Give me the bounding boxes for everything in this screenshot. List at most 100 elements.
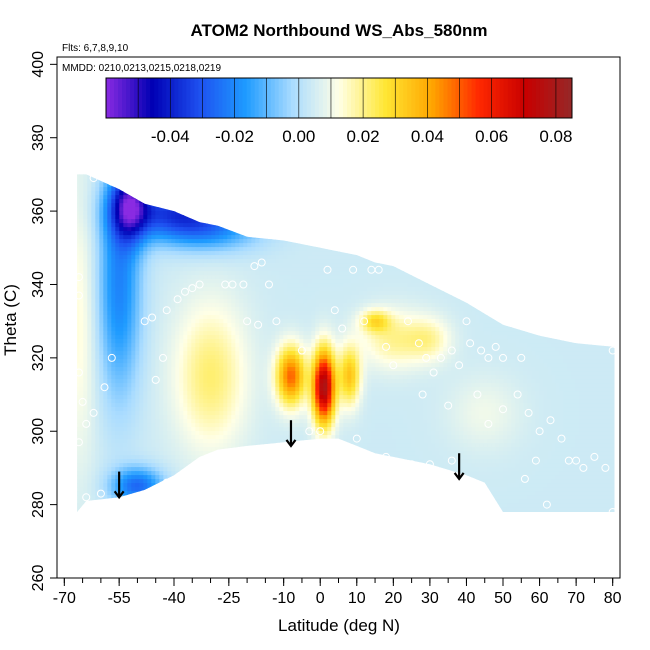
heatmap-cell <box>323 267 328 272</box>
heatmap-cell <box>499 167 504 172</box>
heatmap-cell <box>123 307 128 312</box>
heatmap-cell <box>77 174 80 176</box>
heatmap-cell <box>439 311 444 316</box>
heatmap-cell <box>135 183 140 188</box>
heatmap-cell <box>359 231 364 236</box>
heatmap-cell <box>511 299 516 304</box>
heatmap-cell <box>559 191 564 196</box>
heatmap-cell <box>351 207 356 212</box>
heatmap-cell <box>411 215 416 220</box>
heatmap-cell <box>143 295 148 300</box>
heatmap-cell <box>107 247 112 252</box>
heatmap-cell <box>219 271 224 276</box>
heatmap-cell <box>191 219 196 224</box>
heatmap-cell <box>179 219 184 224</box>
heatmap-cell <box>587 179 592 184</box>
heatmap-cell <box>99 219 104 224</box>
heatmap-cell <box>87 211 92 216</box>
heatmap-cell <box>299 207 304 212</box>
flights-annotation: Flts: 6,7,8,9,10 <box>62 43 129 54</box>
heatmap-cell <box>319 279 324 284</box>
heatmap-cell <box>599 251 604 256</box>
heatmap-cell <box>455 255 460 260</box>
heatmap-cell <box>527 179 532 184</box>
heatmap-cell <box>459 179 464 184</box>
heatmap-cell <box>447 307 452 312</box>
heatmap-cell <box>323 179 328 184</box>
heatmap-cell <box>447 187 452 192</box>
heatmap-cell <box>355 283 360 288</box>
heatmap-cell <box>327 207 332 212</box>
heatmap-cell <box>363 243 368 248</box>
heatmap-cell <box>539 187 544 192</box>
heatmap-cell <box>507 243 512 248</box>
heatmap-cell <box>387 311 392 316</box>
heatmap-cell <box>239 251 244 256</box>
heatmap-cell <box>335 191 340 196</box>
heatmap-cell <box>87 175 92 180</box>
heatmap-cell <box>499 191 504 196</box>
heatmap-cell <box>555 179 560 184</box>
heatmap-cell <box>495 279 500 284</box>
heatmap-cell <box>223 174 228 176</box>
heatmap-cell <box>439 295 444 300</box>
heatmap-cell <box>503 283 508 288</box>
heatmap-cell <box>523 175 528 180</box>
heatmap-cell <box>99 279 104 284</box>
heatmap-cell <box>495 219 500 224</box>
heatmap-cell <box>107 195 112 200</box>
heatmap-cell <box>111 283 116 288</box>
heatmap-cell <box>87 291 92 296</box>
heatmap-cell <box>535 271 540 276</box>
heatmap-cell <box>307 295 312 300</box>
heatmap-cell <box>79 207 84 212</box>
heatmap-cell <box>175 199 180 204</box>
heatmap-cell <box>431 255 436 260</box>
heatmap-cell <box>471 183 476 188</box>
heatmap-cell <box>331 307 336 312</box>
heatmap-cell <box>139 207 144 212</box>
heatmap-cell <box>147 195 152 200</box>
heatmap-cell <box>111 255 116 260</box>
heatmap-cell <box>543 271 548 276</box>
heatmap-cell <box>547 227 552 232</box>
heatmap-cell <box>395 267 400 272</box>
heatmap-cell <box>387 199 392 204</box>
heatmap-cell <box>295 203 300 208</box>
heatmap-cell <box>199 251 204 256</box>
heatmap-cell <box>115 251 120 256</box>
heatmap-cell <box>543 195 548 200</box>
heatmap-cell <box>91 167 96 172</box>
heatmap-cell <box>175 211 180 216</box>
heatmap-cell <box>291 167 296 172</box>
heatmap-cell <box>551 247 556 252</box>
heatmap-cell <box>439 223 444 228</box>
heatmap-cell <box>599 199 604 204</box>
heatmap-cell <box>127 263 132 268</box>
heatmap-cell <box>259 303 264 308</box>
heatmap-cell <box>83 275 88 280</box>
heatmap-cell <box>127 167 132 172</box>
heatmap-cell <box>307 227 312 232</box>
heatmap-cell <box>183 183 188 188</box>
heatmap-cell <box>219 291 224 296</box>
heatmap-cell <box>115 203 120 208</box>
heatmap-cell <box>139 283 144 288</box>
heatmap-cell <box>459 311 464 316</box>
heatmap-cell <box>303 179 308 184</box>
heatmap-cell <box>267 207 272 212</box>
heatmap-cell <box>563 231 568 236</box>
heatmap-cell <box>223 295 228 300</box>
heatmap-cell <box>423 231 428 236</box>
heatmap-cell <box>315 239 320 244</box>
heatmap-cell <box>427 255 432 260</box>
heatmap-cell <box>575 211 580 216</box>
heatmap-cell <box>327 199 332 204</box>
heatmap-cell <box>255 199 260 204</box>
heatmap-cell <box>131 311 136 316</box>
heatmap-cell <box>111 235 116 240</box>
heatmap-cell <box>287 279 292 284</box>
heatmap-cell <box>467 183 472 188</box>
heatmap-cell <box>455 303 460 308</box>
heatmap-cell <box>543 283 548 288</box>
